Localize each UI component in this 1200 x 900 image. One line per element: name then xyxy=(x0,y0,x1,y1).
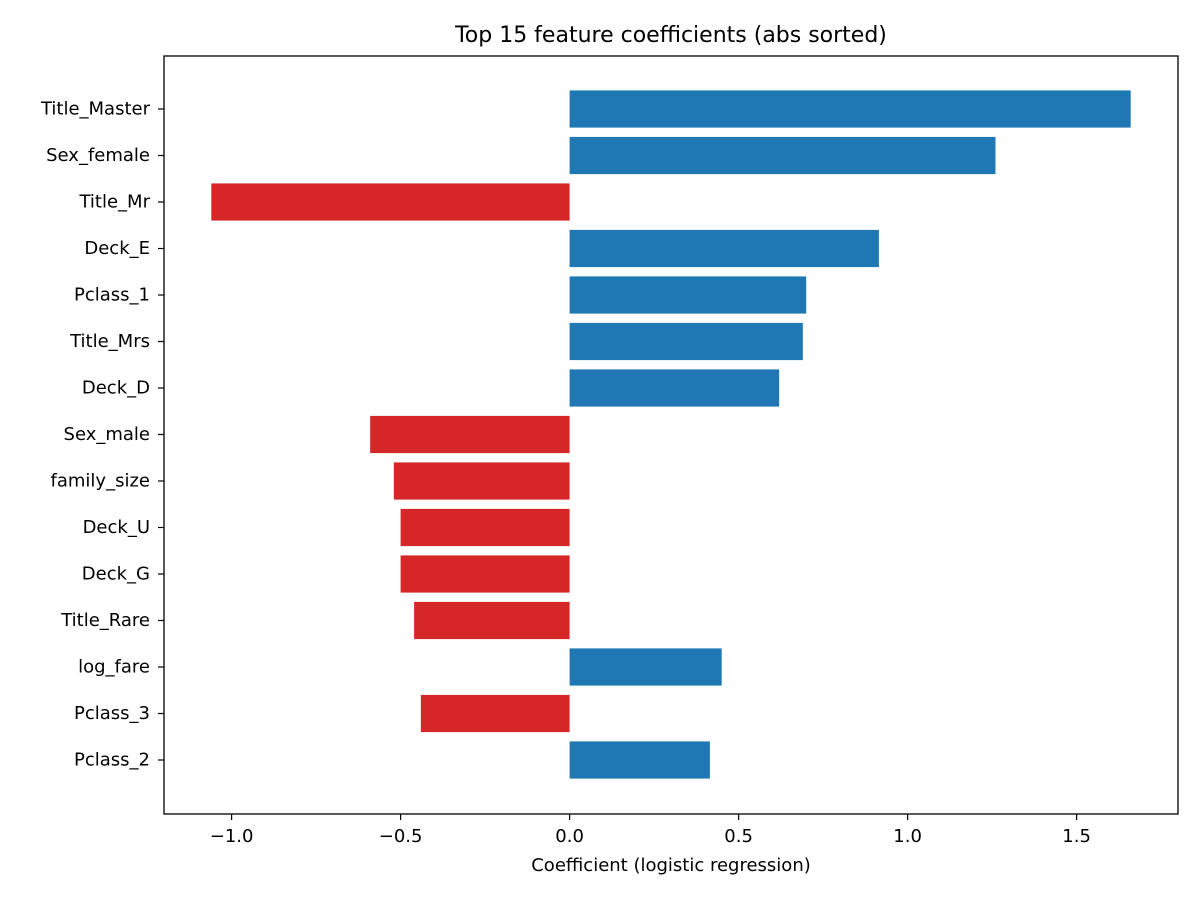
bar-family-size xyxy=(393,462,570,500)
y-tick-label: Title_Mr xyxy=(78,192,150,213)
x-axis-ticks: −1.0 −0.5 0.0 0.5 1.0 1.5 xyxy=(210,814,1091,847)
y-tick-label: Title_Master xyxy=(40,99,151,120)
bar-title-master xyxy=(569,90,1131,128)
bar-deck-u xyxy=(400,508,570,547)
x-tick-label: −1.0 xyxy=(210,826,254,847)
plot-frame xyxy=(163,55,1179,815)
bar-title-rare xyxy=(414,601,570,640)
bar-sex-female xyxy=(569,136,996,175)
bar-deck-e xyxy=(569,229,879,268)
y-tick-label: Pclass_1 xyxy=(74,285,150,306)
x-tick-label: −0.5 xyxy=(379,826,423,847)
x-tick-label: 0.0 xyxy=(555,826,584,847)
y-tick-label: Sex_male xyxy=(64,424,150,445)
y-tick-label: Pclass_2 xyxy=(74,750,150,771)
x-tick-label: 1.0 xyxy=(893,826,922,847)
y-tick-label: Sex_female xyxy=(46,145,150,166)
x-axis-label: Coefficient (logistic regression) xyxy=(531,855,811,876)
y-tick-label: Title_Rare xyxy=(60,610,150,631)
bars-group xyxy=(211,90,1131,779)
y-tick-label: Deck_D xyxy=(82,378,150,399)
bar-deck-g xyxy=(400,555,570,593)
y-axis-ticks: Title_Master Sex_female Title_Mr Deck_E Pcla… xyxy=(40,99,164,771)
y-tick-label: Deck_U xyxy=(83,517,150,538)
y-tick-label: Deck_E xyxy=(84,238,150,259)
bar-pclass-1 xyxy=(569,276,807,314)
bar-title-mr xyxy=(211,183,570,221)
y-tick-label: family_size xyxy=(51,471,150,492)
y-tick-label: Title_Mrs xyxy=(69,331,150,352)
bar-title-mrs xyxy=(569,322,803,361)
chart-title: Top 15 feature coefficients (abs sorted) xyxy=(454,23,887,48)
x-tick-label: 0.5 xyxy=(724,826,753,847)
y-tick-label: Pclass_3 xyxy=(74,703,150,724)
bar-sex-male xyxy=(370,415,570,454)
bar-pclass-3 xyxy=(420,694,570,733)
x-tick-label: 1.5 xyxy=(1062,826,1091,847)
bar-pclass-2 xyxy=(569,741,710,779)
bar-deck-d xyxy=(569,369,780,407)
y-tick-label: log_fare xyxy=(78,657,150,678)
bar-log-fare xyxy=(569,648,722,686)
y-tick-label: Deck_G xyxy=(82,564,150,585)
